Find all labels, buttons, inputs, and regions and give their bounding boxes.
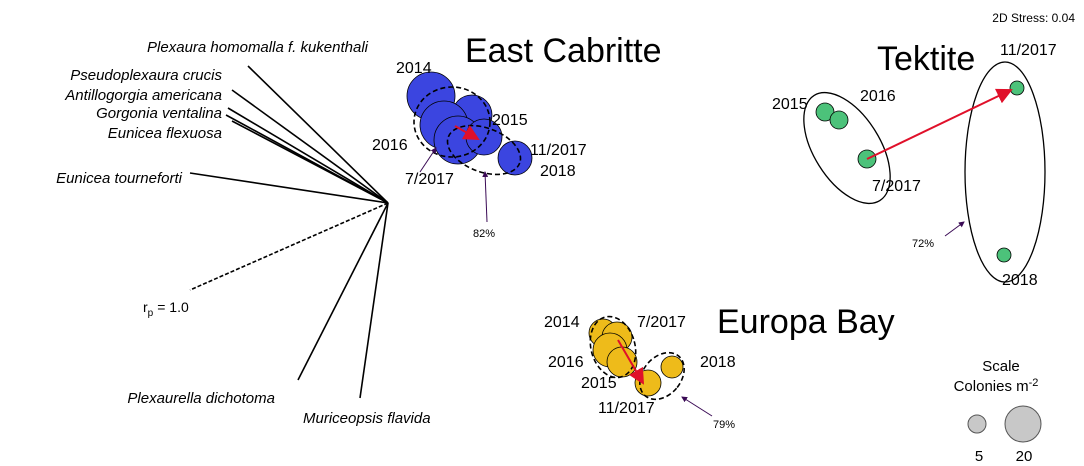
stress: 2D Stress: 0.04 [992, 11, 1075, 25]
year-label: 11/2017 [1000, 42, 1057, 59]
scale-subscript: p [148, 308, 154, 319]
scale-symbol: r [143, 299, 148, 315]
site-title: Europa Bay [717, 303, 895, 341]
vector [297, 202, 389, 381]
site-bubbles [406, 71, 533, 223]
bubble [660, 355, 684, 379]
scale-text: = 1.0 [157, 299, 189, 315]
bubble [1009, 80, 1025, 96]
species-label: Plexaura homomalla f. kukenthali [147, 39, 369, 56]
bubble [996, 247, 1012, 263]
year-label: 2015 [581, 375, 617, 392]
legend-title: Scale [982, 358, 1020, 375]
year-label: 2015 [492, 112, 528, 129]
species-label: Eunicea tourneforti [56, 170, 183, 187]
legend-size: 20 [1016, 448, 1033, 465]
similarity-label: 82% [473, 228, 495, 240]
pointer [419, 147, 437, 173]
year-label: 2016 [372, 137, 408, 154]
similarity-label: 79% [713, 419, 735, 431]
species-label: Antillogorgia americana [64, 87, 222, 104]
site-bubbles [588, 315, 713, 417]
year-label: 2015 [772, 96, 808, 113]
species-label: Gorgonia ventalina [96, 105, 222, 122]
trajectory-arrow [454, 125, 480, 140]
vector [189, 172, 389, 204]
unit-power: -2 [1029, 377, 1039, 389]
vector [227, 107, 389, 204]
pointer [482, 171, 489, 223]
scale-label: rp = 1.0 [143, 299, 189, 319]
vector [231, 89, 389, 204]
species-label: Muriceopsis flavida [303, 410, 431, 427]
year-label: 2014 [544, 314, 580, 331]
cluster [413, 86, 491, 158]
bubble [829, 110, 849, 130]
year-label: 11/2017 [530, 142, 587, 159]
vector [247, 65, 389, 204]
vector [231, 120, 389, 204]
species-label: Eunicea flexuosa [108, 125, 222, 142]
site-title: Tektite [877, 40, 975, 78]
species-label: Pseudoplexaura crucis [70, 67, 222, 84]
vectors [189, 65, 389, 399]
year-label: 2018 [540, 163, 576, 180]
year-label: 2014 [396, 60, 432, 77]
species-label: Plexaurella dichotoma [127, 390, 275, 407]
bubble [634, 369, 662, 397]
year-label: 2016 [860, 88, 896, 105]
year-label: 11/2017 [598, 400, 655, 417]
site-title: East Cabritte [465, 32, 662, 70]
legend-bubble [1004, 405, 1042, 443]
similarity-label: 72% [912, 238, 934, 250]
bubble [815, 102, 835, 122]
cluster [803, 91, 891, 205]
scale-vector [189, 202, 389, 291]
trajectory-arrow [617, 339, 645, 385]
pointer [681, 396, 713, 417]
year-label: 7/2017 [872, 178, 921, 195]
vector [359, 202, 389, 399]
bubble [497, 140, 533, 176]
legend-unit: Colonies m-2 [954, 377, 1039, 395]
bubble [606, 346, 638, 378]
year-label: 2018 [1002, 272, 1038, 289]
unit-text: Colonies m [954, 378, 1029, 395]
cluster [589, 315, 637, 379]
legend-size: 5 [975, 448, 983, 465]
year-label: 7/2017 [405, 171, 454, 188]
year-label: 7/2017 [637, 314, 686, 331]
trajectory-arrow [866, 88, 1013, 160]
cluster [446, 124, 522, 176]
cluster [964, 61, 1046, 283]
legend-bubble [967, 414, 987, 434]
year-label: 2016 [548, 354, 584, 371]
site-bubbles [803, 61, 1046, 283]
year-label: 2018 [700, 354, 736, 371]
pointer [944, 221, 965, 237]
